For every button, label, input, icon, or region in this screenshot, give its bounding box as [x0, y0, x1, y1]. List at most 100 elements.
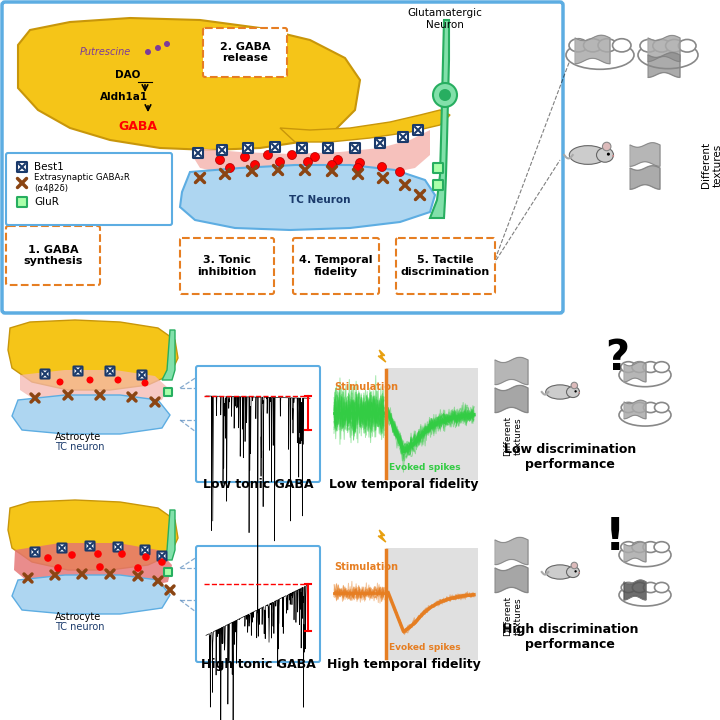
- Ellipse shape: [619, 364, 671, 387]
- FancyBboxPatch shape: [323, 143, 333, 153]
- Circle shape: [612, 155, 614, 157]
- Ellipse shape: [433, 83, 457, 107]
- Circle shape: [56, 379, 63, 385]
- Polygon shape: [378, 350, 386, 362]
- Text: 5. Tactile
discrimination: 5. Tactile discrimination: [401, 255, 490, 276]
- Text: Stimulation: Stimulation: [334, 382, 398, 392]
- Text: TC Neuron: TC Neuron: [289, 195, 351, 205]
- Polygon shape: [180, 165, 435, 230]
- Ellipse shape: [621, 582, 636, 593]
- Polygon shape: [12, 395, 170, 434]
- Text: ?: ?: [605, 337, 629, 379]
- Text: Evoked spikes: Evoked spikes: [390, 463, 461, 472]
- Polygon shape: [14, 543, 172, 590]
- Polygon shape: [624, 542, 646, 562]
- Ellipse shape: [632, 361, 647, 372]
- Circle shape: [276, 158, 284, 166]
- Text: !: !: [605, 516, 626, 559]
- FancyBboxPatch shape: [293, 238, 379, 294]
- Text: Low temporal fidelity: Low temporal fidelity: [329, 478, 479, 491]
- Circle shape: [134, 564, 142, 572]
- FancyBboxPatch shape: [2, 2, 563, 313]
- Bar: [330, 548, 478, 660]
- Circle shape: [158, 558, 166, 566]
- Ellipse shape: [569, 39, 588, 52]
- Polygon shape: [624, 580, 646, 600]
- Text: TC neuron: TC neuron: [55, 622, 104, 632]
- FancyBboxPatch shape: [203, 28, 287, 77]
- Circle shape: [86, 377, 94, 384]
- Ellipse shape: [619, 584, 671, 606]
- Ellipse shape: [603, 143, 611, 150]
- FancyBboxPatch shape: [398, 132, 408, 142]
- Text: DAO: DAO: [115, 70, 140, 80]
- FancyBboxPatch shape: [86, 541, 94, 551]
- Ellipse shape: [638, 41, 698, 68]
- Circle shape: [54, 564, 62, 572]
- Polygon shape: [495, 385, 528, 413]
- Text: High tonic GABA: High tonic GABA: [201, 658, 315, 671]
- Ellipse shape: [632, 582, 647, 593]
- Text: Different
textures: Different textures: [701, 142, 720, 188]
- Polygon shape: [630, 143, 660, 166]
- Circle shape: [251, 161, 259, 169]
- Polygon shape: [575, 35, 610, 64]
- Text: Evoked spikes: Evoked spikes: [390, 643, 461, 652]
- Ellipse shape: [653, 40, 670, 52]
- Circle shape: [142, 553, 150, 561]
- Polygon shape: [624, 362, 646, 382]
- FancyBboxPatch shape: [350, 143, 360, 153]
- Polygon shape: [495, 565, 528, 593]
- Circle shape: [575, 390, 577, 392]
- Circle shape: [439, 89, 451, 101]
- Ellipse shape: [621, 541, 636, 552]
- Text: Astrocyte: Astrocyte: [55, 432, 102, 442]
- Ellipse shape: [654, 361, 669, 372]
- Circle shape: [94, 550, 102, 558]
- Ellipse shape: [571, 562, 577, 569]
- Ellipse shape: [632, 402, 647, 413]
- Circle shape: [304, 158, 312, 166]
- Ellipse shape: [632, 541, 647, 552]
- Ellipse shape: [654, 582, 669, 593]
- Ellipse shape: [644, 582, 657, 593]
- Text: Extrasynaptic GABA₂R
(α4β2δ): Extrasynaptic GABA₂R (α4β2δ): [34, 174, 130, 193]
- Ellipse shape: [678, 40, 696, 52]
- Ellipse shape: [665, 40, 683, 52]
- FancyBboxPatch shape: [180, 238, 274, 294]
- FancyBboxPatch shape: [138, 371, 146, 379]
- Ellipse shape: [643, 361, 658, 372]
- Polygon shape: [648, 35, 680, 61]
- Circle shape: [354, 163, 362, 173]
- Circle shape: [118, 550, 126, 558]
- FancyBboxPatch shape: [196, 366, 320, 482]
- Circle shape: [578, 572, 580, 573]
- Ellipse shape: [621, 361, 636, 372]
- Ellipse shape: [546, 385, 575, 399]
- Ellipse shape: [583, 39, 602, 52]
- Ellipse shape: [619, 544, 671, 567]
- Text: Astrocyte: Astrocyte: [55, 612, 102, 622]
- Text: Best1: Best1: [34, 162, 64, 172]
- Circle shape: [328, 161, 336, 169]
- Circle shape: [264, 150, 272, 160]
- Bar: [330, 368, 478, 480]
- FancyBboxPatch shape: [58, 544, 66, 552]
- Ellipse shape: [570, 145, 607, 164]
- Circle shape: [215, 156, 225, 164]
- Polygon shape: [624, 400, 646, 419]
- FancyBboxPatch shape: [270, 142, 280, 152]
- Circle shape: [377, 163, 387, 171]
- Circle shape: [142, 379, 148, 387]
- Circle shape: [114, 377, 122, 384]
- Ellipse shape: [566, 41, 634, 69]
- FancyBboxPatch shape: [6, 153, 172, 225]
- Polygon shape: [162, 510, 175, 560]
- FancyBboxPatch shape: [140, 546, 150, 554]
- FancyBboxPatch shape: [243, 143, 253, 153]
- FancyBboxPatch shape: [433, 163, 443, 173]
- Text: Low tonic GABA: Low tonic GABA: [203, 478, 313, 491]
- Text: Different
textures: Different textures: [503, 596, 523, 636]
- Text: GABA: GABA: [118, 120, 157, 133]
- Polygon shape: [430, 20, 449, 218]
